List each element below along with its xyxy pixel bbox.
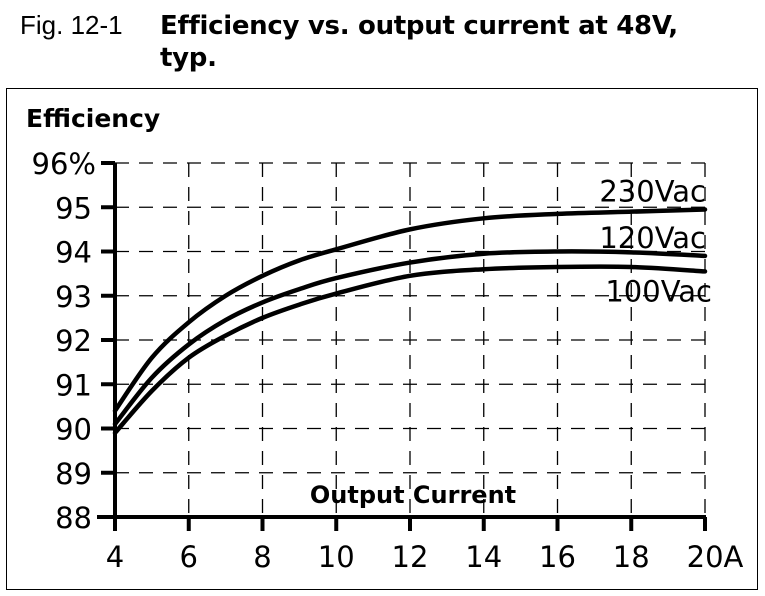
y-tick-label: 91	[55, 368, 92, 402]
x-tick-label: 10	[318, 540, 355, 574]
x-tick-label: 16	[539, 540, 576, 574]
x-tick-label: 6	[180, 540, 198, 574]
chart-frame	[6, 88, 758, 590]
figure-label: Fig. 12-1	[20, 10, 123, 40]
y-tick-label: 96%	[32, 147, 96, 181]
x-tick-label: 20A	[687, 540, 744, 574]
y-tick-label: 95	[55, 191, 92, 225]
series-line-120vac	[112, 249, 708, 427]
figure-title: Efficiency vs. output current at 48V, ty…	[160, 11, 678, 73]
series-labels: 230Vac 120Vac 100Vac	[599, 174, 712, 308]
x-tick-label: 14	[465, 540, 502, 574]
tick-labels: 88 89 90 91 92 93 94 95 96% 4 6 8 10 12 14 16 18 20A	[32, 147, 744, 574]
x-tick-label: 8	[253, 540, 271, 574]
series-line-230vac	[112, 207, 708, 414]
y-tick-label: 88	[55, 501, 92, 535]
y-tick-label: 89	[55, 457, 92, 491]
x-tick-label: 4	[106, 540, 124, 574]
x-axis-label: Output Current	[310, 481, 516, 509]
data-series	[112, 207, 708, 436]
series-label-100vac: 100Vac	[605, 274, 712, 308]
series-label-120vac: 120Vac	[599, 221, 706, 255]
y-tick-label: 93	[55, 280, 92, 314]
x-tick-label: 18	[613, 540, 650, 574]
series-line-100vac	[112, 264, 708, 436]
y-tick-label: 94	[55, 236, 92, 270]
x-tick-label: 12	[392, 540, 429, 574]
grid-lines	[115, 162, 706, 517]
series-label-230vac: 230Vac	[599, 174, 706, 208]
y-axis-label: Efficiency	[26, 104, 160, 133]
y-tick-label: 92	[55, 324, 92, 358]
y-tick-label: 90	[55, 413, 92, 447]
axes	[97, 161, 707, 531]
